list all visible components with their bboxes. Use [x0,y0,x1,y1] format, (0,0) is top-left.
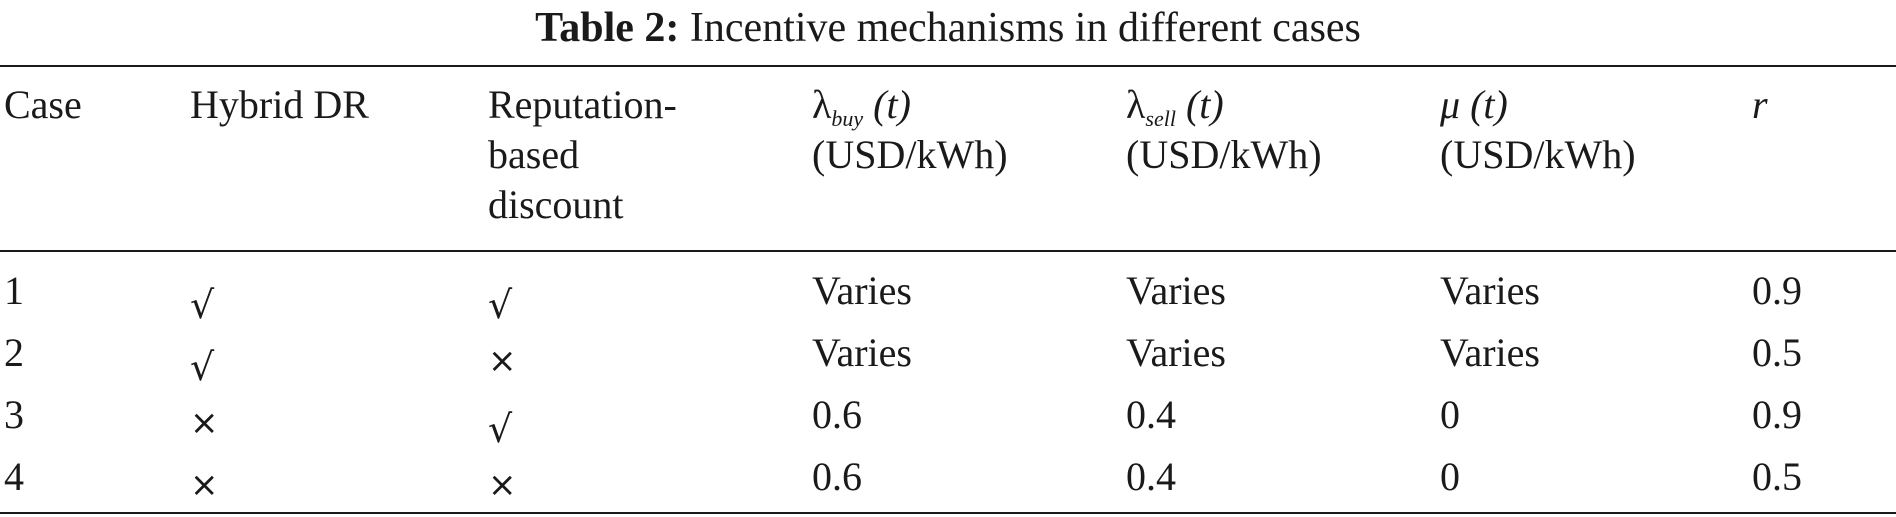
table-caption: Table 2: Incentive mechanisms in differe… [0,4,1896,52]
table-cell-r: 0.5 [1752,454,1802,499]
mu-unit: (USD/kWh) [1440,132,1636,177]
header-lambda-buy: λbuy (t) (USD/kWh) [812,82,1008,182]
check-mark-icon: √ [488,407,513,451]
cross-mark-icon: × [488,341,517,381]
header-mu: μ (t) (USD/kWh) [1440,82,1636,182]
lambda-sell-subscript: sell [1145,106,1176,131]
check-mark-icon: √ [190,283,215,327]
lambda-buy-unit: (USD/kWh) [812,132,1008,177]
table-cell-lambda-buy: 0.6 [812,392,862,437]
bottom-rule [0,512,1896,514]
table-cell-case: 3 [4,392,24,437]
lambda-sell-unit: (USD/kWh) [1126,132,1322,177]
lambda-sell-argument: (t) [1185,82,1224,127]
table-label: Table 2: [535,5,680,51]
lambda-buy-subscript: buy [831,106,864,131]
header-reputation-line-2: based [488,132,580,177]
lambda-buy-argument: (t) [873,82,911,127]
table-cell-r: 0.9 [1752,268,1802,313]
lambda-symbol: λ [1126,82,1146,127]
table-title: Incentive mechanisms in different cases [689,5,1361,51]
table-cell-r: 0.9 [1752,392,1802,437]
table-cell-case: 2 [4,330,24,375]
table-cell-mu: Varies [1440,330,1540,375]
table-cell-lambda-buy: 0.6 [812,454,862,499]
table-cell-case: 1 [4,268,24,313]
table-cell-lambda-sell: Varies [1126,330,1226,375]
header-hybrid-dr: Hybrid DR [190,82,369,127]
lambda-symbol: λ [812,82,832,127]
top-rule [0,65,1896,67]
mu-argument: (t) [1470,82,1508,127]
header-case: Case [4,82,82,127]
header-reputation-line-1: Reputation- [488,82,677,127]
cross-mark-icon: × [190,403,219,443]
table-cell-lambda-sell: 0.4 [1126,392,1176,437]
table-cell-mu: Varies [1440,268,1540,313]
cross-mark-icon: × [488,465,517,505]
mu-symbol: μ [1440,82,1461,127]
table-cell-lambda-buy: Varies [812,268,912,313]
table-cell-lambda-sell: 0.4 [1126,454,1176,499]
cross-mark-icon: × [190,465,219,505]
table-cell-lambda-buy: Varies [812,330,912,375]
header-lambda-sell: λsell (t) (USD/kWh) [1126,82,1322,182]
check-mark-icon: √ [488,283,513,327]
header-reputation-line-3: discount [488,182,624,227]
check-mark-icon: √ [190,345,215,389]
table-cell-r: 0.5 [1752,330,1802,375]
table-cell-mu: 0 [1440,454,1460,499]
table-cell-case: 4 [4,454,24,499]
table-cell-lambda-sell: Varies [1126,268,1226,313]
table-cell-mu: 0 [1440,392,1460,437]
header-rule [0,250,1896,252]
header-reputation-discount: Reputation- based discount [488,82,677,232]
header-r: r [1752,82,1768,127]
